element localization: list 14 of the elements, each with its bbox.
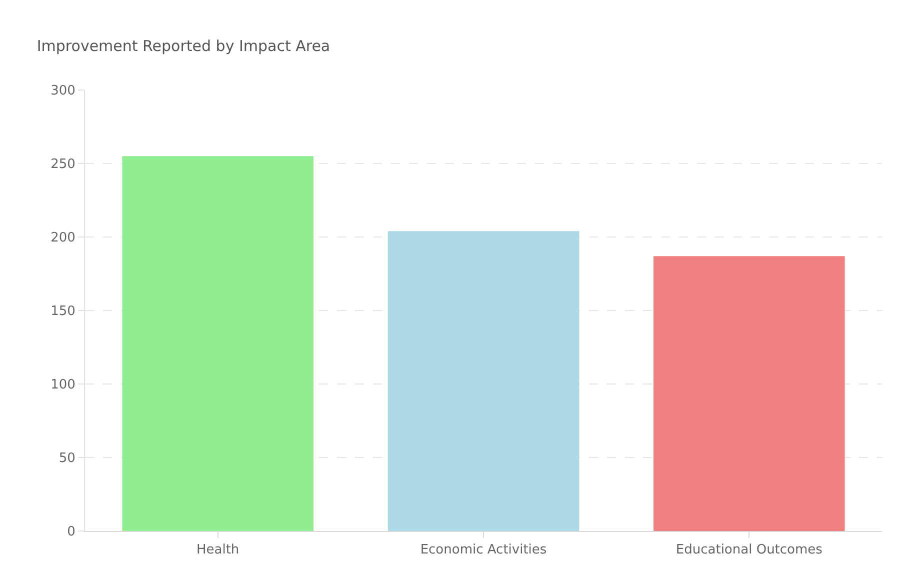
y-tick-label: 250 [50,157,76,172]
y-tick-label: 150 [50,304,76,320]
bar [654,256,845,531]
x-tick-label: Educational Outcomes [676,542,823,558]
y-tick-label: 50 [58,451,76,466]
bar [388,231,580,531]
chart-title: Improvement Reported by Impact Area [36,37,330,56]
bar [122,156,314,531]
y-tick-label: 100 [50,378,76,393]
y-tick-label: 300 [50,84,76,99]
x-tick-label: Economic Activities [420,542,547,558]
y-tick-label: 0 [67,524,76,540]
y-tick-label: 200 [50,230,76,246]
x-tick-label: Health [196,542,240,558]
